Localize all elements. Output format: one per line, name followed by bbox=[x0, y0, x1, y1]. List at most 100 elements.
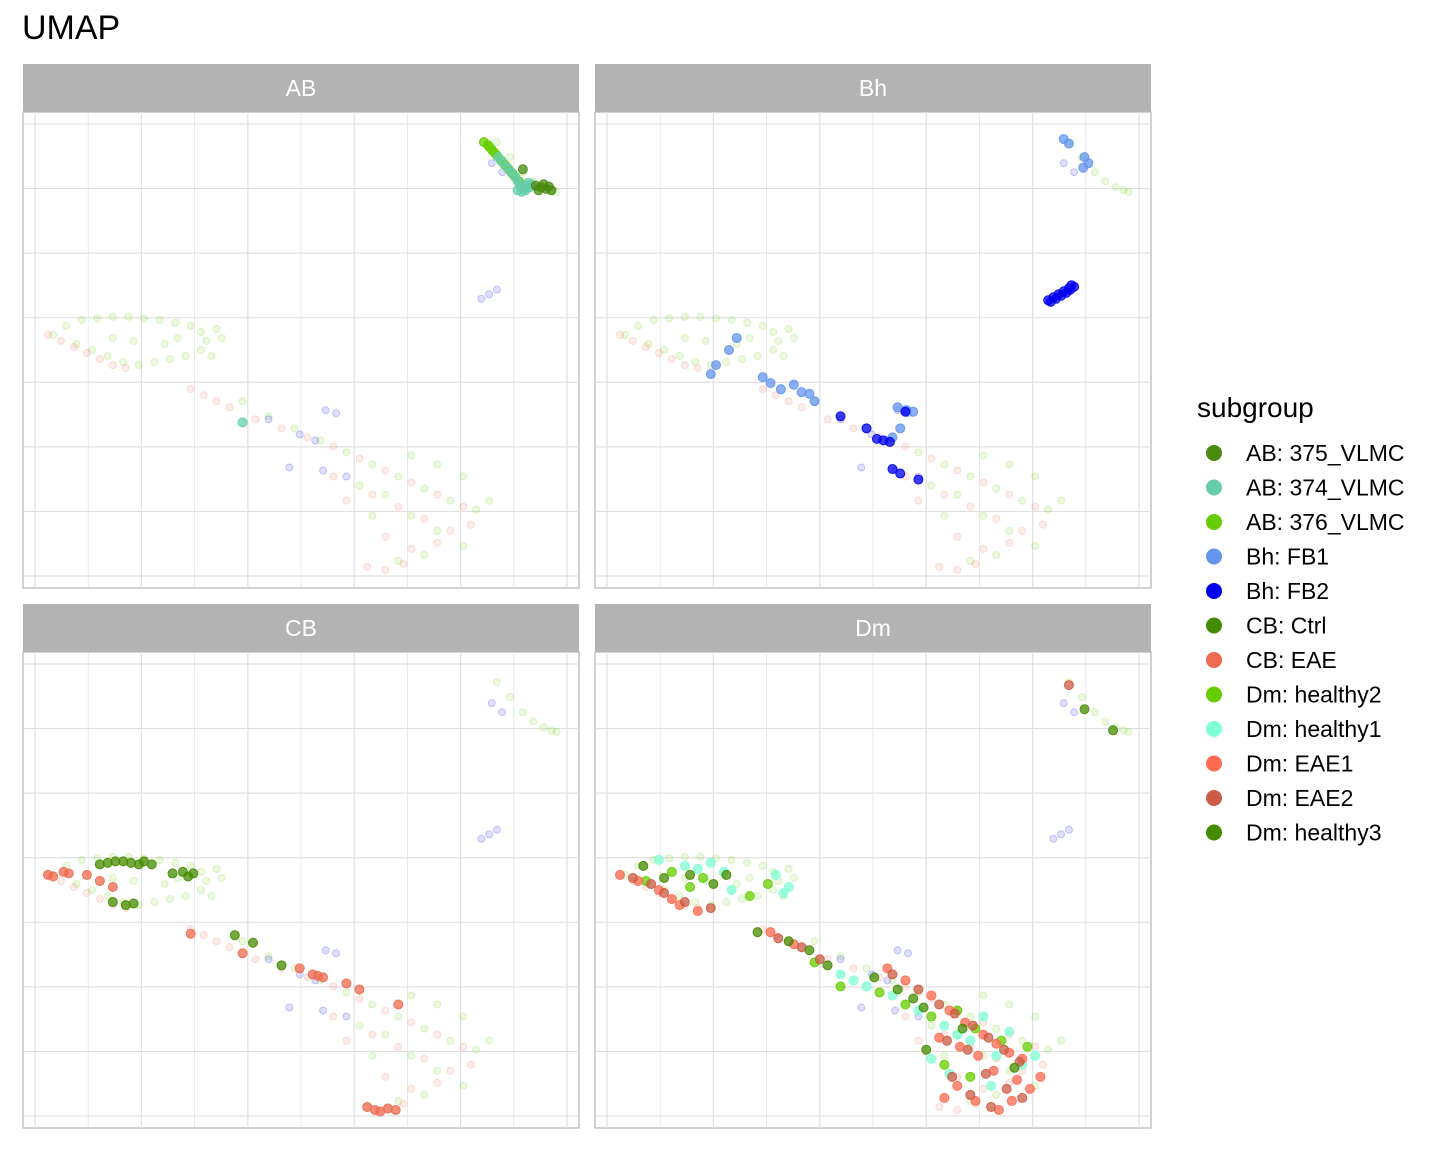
background-point bbox=[394, 556, 403, 565]
background-point bbox=[675, 892, 684, 901]
background-point bbox=[251, 415, 260, 424]
background-point bbox=[329, 1012, 338, 1021]
background-point bbox=[394, 1012, 403, 1021]
background-point bbox=[363, 562, 372, 571]
background-point bbox=[979, 544, 988, 553]
background-point bbox=[836, 955, 845, 964]
background-point bbox=[927, 454, 936, 463]
background-point bbox=[745, 333, 754, 342]
background-point bbox=[979, 1084, 988, 1093]
background-point bbox=[150, 358, 159, 367]
data-point bbox=[835, 411, 846, 422]
background-point bbox=[108, 361, 117, 370]
background-point bbox=[621, 330, 630, 339]
data-point bbox=[999, 1044, 1010, 1055]
background-point bbox=[737, 895, 746, 904]
data-point bbox=[1035, 1071, 1046, 1082]
background-point bbox=[321, 406, 330, 415]
data-point bbox=[788, 379, 799, 390]
background-point bbox=[108, 312, 117, 321]
background-point bbox=[992, 1024, 1001, 1033]
data-point bbox=[229, 930, 240, 941]
background-point bbox=[381, 565, 390, 574]
background-point bbox=[1031, 472, 1040, 481]
data-point bbox=[512, 185, 523, 196]
facet-strip-label: Bh bbox=[859, 75, 887, 101]
background-point bbox=[207, 892, 216, 901]
background-point bbox=[1090, 168, 1099, 177]
background-point bbox=[264, 952, 273, 961]
facet-strip-label: CB bbox=[285, 615, 317, 641]
data-point bbox=[543, 181, 554, 192]
background-point bbox=[774, 336, 783, 345]
facet-strip bbox=[23, 604, 579, 652]
background-point bbox=[186, 385, 195, 394]
background-point bbox=[953, 490, 962, 499]
background-point bbox=[492, 138, 501, 147]
background-point bbox=[1119, 726, 1128, 735]
background-point bbox=[446, 1036, 455, 1045]
background-point bbox=[914, 448, 923, 457]
data-point bbox=[939, 1020, 950, 1031]
background-point bbox=[381, 1030, 390, 1039]
background-point bbox=[665, 854, 674, 863]
background-point bbox=[711, 314, 720, 323]
background-point bbox=[1077, 693, 1086, 702]
background-point bbox=[979, 991, 988, 1000]
background-point bbox=[82, 349, 91, 358]
background-point bbox=[69, 342, 78, 351]
data-point bbox=[318, 972, 329, 983]
background-point bbox=[197, 346, 206, 354]
background-point bbox=[108, 873, 117, 882]
legend-key bbox=[1206, 548, 1222, 565]
background-point bbox=[420, 1054, 429, 1063]
background-point bbox=[171, 318, 180, 327]
background-point bbox=[368, 490, 377, 499]
background-point bbox=[264, 412, 273, 421]
background-point bbox=[810, 937, 819, 946]
background-point bbox=[784, 324, 793, 333]
data-point bbox=[895, 468, 906, 479]
background-point bbox=[407, 478, 416, 487]
data-point bbox=[1030, 1050, 1041, 1061]
data-point bbox=[918, 1002, 929, 1013]
background-point bbox=[433, 1066, 442, 1075]
data-point bbox=[185, 928, 196, 939]
background-point bbox=[155, 315, 164, 324]
grid-lines bbox=[595, 112, 1151, 588]
background-point bbox=[539, 723, 548, 732]
highlight-points bbox=[237, 137, 557, 428]
background-point bbox=[953, 565, 962, 574]
background-point bbox=[407, 544, 416, 553]
background-point bbox=[108, 333, 117, 342]
background-point bbox=[160, 339, 169, 348]
background-point bbox=[784, 864, 793, 873]
background-point bbox=[56, 876, 65, 885]
background-point bbox=[758, 861, 767, 870]
background-point bbox=[1064, 825, 1073, 834]
background-point bbox=[394, 502, 403, 511]
background-point bbox=[966, 1012, 975, 1021]
background-point bbox=[745, 873, 754, 882]
background-point bbox=[758, 321, 767, 330]
background-point bbox=[139, 314, 148, 323]
data-point bbox=[679, 897, 690, 908]
background-point bbox=[49, 330, 58, 339]
data-point bbox=[835, 981, 846, 992]
data-point bbox=[354, 984, 365, 995]
background-point bbox=[992, 550, 1001, 559]
background-point bbox=[368, 1030, 377, 1039]
data-point bbox=[237, 948, 248, 959]
background-point bbox=[797, 403, 806, 412]
legend-key bbox=[1206, 514, 1222, 530]
legend-key bbox=[1206, 755, 1222, 772]
background-point bbox=[472, 505, 481, 514]
background-point bbox=[498, 708, 507, 717]
background-point bbox=[1111, 183, 1120, 192]
background-point bbox=[197, 886, 206, 894]
background-point bbox=[857, 1003, 866, 1012]
data-point bbox=[770, 869, 781, 880]
background-point bbox=[186, 321, 195, 330]
background-point bbox=[433, 1000, 442, 1009]
facet-strip bbox=[23, 64, 579, 112]
